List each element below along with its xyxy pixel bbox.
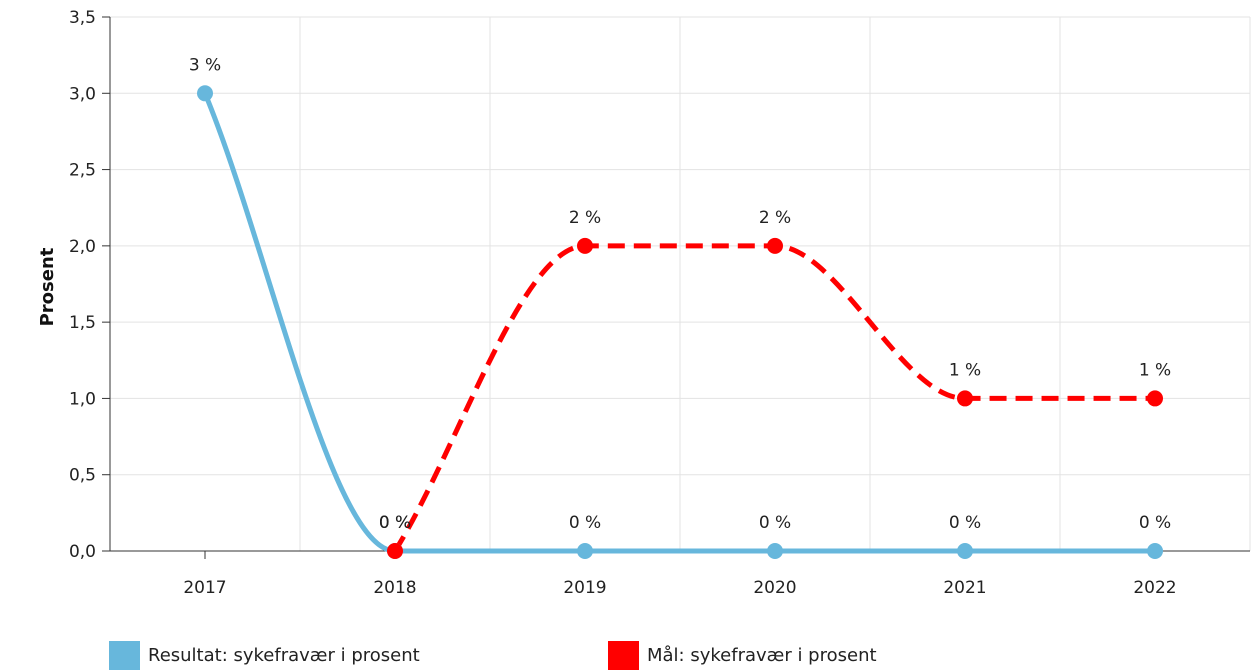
y-tick-label: 3,0 — [69, 84, 96, 104]
y-tick-label: 0,5 — [69, 466, 96, 486]
data-points[interactable] — [197, 85, 1163, 559]
x-tick-label: 2018 — [373, 578, 416, 598]
data-point[interactable] — [577, 543, 593, 559]
data-label: 1 % — [949, 360, 981, 380]
data-point[interactable] — [1147, 390, 1163, 407]
data-point[interactable] — [197, 85, 213, 102]
y-tick-label: 3,5 — [69, 8, 96, 28]
data-label: 0 % — [1139, 513, 1171, 533]
y-tick-label: 1,5 — [69, 313, 96, 333]
data-point[interactable] — [387, 543, 403, 559]
x-tick-label: 2017 — [183, 578, 226, 598]
data-point[interactable] — [577, 237, 593, 254]
data-point[interactable] — [957, 390, 973, 407]
axes: 0,0 0,5 1,0 1,5 2,0 2,5 3,0 3,5 2017 2018 2019 2020… — [69, 8, 1250, 598]
data-point[interactable] — [1147, 543, 1163, 559]
legend-swatch-result — [109, 641, 140, 670]
legend-item-result[interactable]: Resultat: sykefravær i prosent — [109, 641, 420, 670]
legend-label-target: Mål: sykefravær i prosent — [647, 645, 877, 666]
data-label: 1 % — [1139, 360, 1171, 380]
legend-swatch-target — [608, 641, 639, 670]
data-point[interactable] — [767, 237, 783, 254]
data-label: 0 % — [379, 513, 411, 533]
data-label: 0 % — [569, 513, 601, 533]
x-tick-label: 2021 — [943, 578, 986, 598]
y-tick-label: 2,0 — [69, 237, 96, 257]
data-point[interactable] — [957, 543, 973, 559]
data-label: 0 % — [949, 513, 981, 533]
x-tick-label: 2020 — [753, 578, 796, 598]
legend-item-target[interactable]: Mål: sykefravær i prosent — [608, 641, 877, 670]
data-label: 0 % — [379, 513, 411, 533]
data-label: 2 % — [759, 208, 791, 228]
data-label: 3 % — [189, 55, 221, 75]
grid-lines — [110, 16, 1251, 551]
y-axis-title: Prosent — [37, 247, 58, 326]
legend-label-result: Resultat: sykefravær i prosent — [148, 645, 420, 666]
data-labels: 3 %0 % 0 % 0 % 0 % 0 %0 %2 % 2 %1 % 1 % — [189, 55, 1171, 533]
x-tick-label: 2019 — [563, 578, 606, 598]
data-label: 2 % — [569, 208, 601, 228]
x-tick-label: 2022 — [1133, 578, 1176, 598]
y-tick-label: 2,5 — [69, 161, 96, 181]
data-label: 0 % — [759, 513, 791, 533]
y-tick-label: 1,0 — [69, 389, 96, 409]
y-tick-label: 0,0 — [69, 542, 96, 562]
data-point[interactable] — [767, 543, 783, 559]
